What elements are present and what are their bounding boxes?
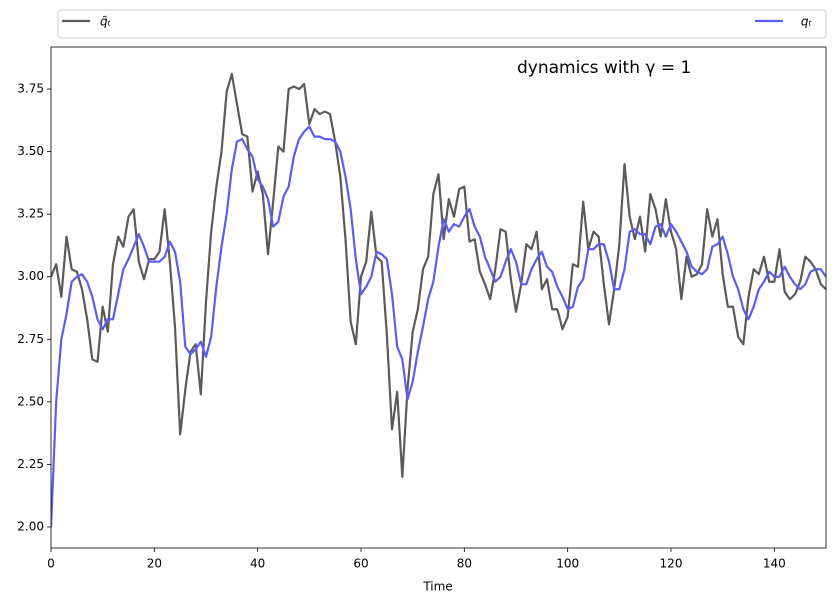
legend-label: q̃ₜ [100, 15, 112, 29]
plot-frame [50, 46, 827, 549]
y-tick-label: 3.75 [17, 82, 44, 96]
legend-box [57, 9, 827, 39]
y-tick-label: 2.50 [17, 394, 44, 408]
y-tick-label: 2.75 [17, 332, 44, 346]
x-tick-label: 80 [457, 557, 472, 571]
y-tick-label: 3.50 [17, 144, 44, 158]
x-tick-label: 120 [660, 557, 683, 571]
x-tick-label: 100 [556, 557, 579, 571]
series-line [51, 72, 826, 479]
annotation: dynamics with γ = 1 [517, 58, 691, 78]
x-tick-label: 20 [147, 557, 162, 571]
x-tick-label: 40 [250, 557, 265, 571]
y-tick-label: 2.25 [17, 457, 44, 471]
series-line [51, 125, 826, 528]
x-tick-label: 140 [763, 557, 786, 571]
x-axis-label: Time [422, 580, 452, 594]
x-tick-label: 0 [47, 557, 55, 571]
x-tick-label: 60 [353, 557, 368, 571]
legend-label: qₜ [801, 15, 813, 29]
y-tick-label: 3.00 [17, 269, 44, 283]
y-tick-label: 2.00 [17, 519, 44, 533]
y-tick-label: 3.25 [17, 207, 44, 221]
